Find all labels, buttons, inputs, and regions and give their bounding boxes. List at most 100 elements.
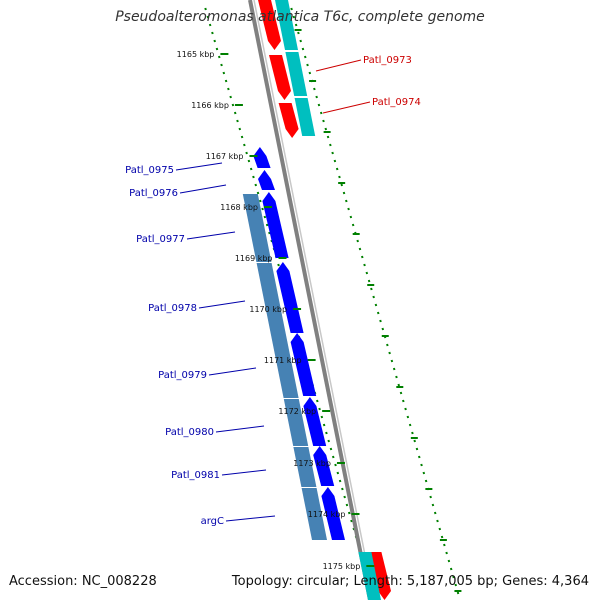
reverse-gene-label: Patl_0981 [171,470,220,481]
reverse-gene-patl-0979 [290,333,317,396]
reverse-gene-patl-0976 [258,170,275,190]
outer-scale-dot [322,119,325,123]
genome-backbone-edge [253,0,375,600]
inner-scale-dot [236,119,239,123]
reverse-gene-label: argC [201,516,224,527]
inner-scale-dot [254,183,257,187]
forward-gene-patl-0973 [269,55,291,100]
outer-scale-dot [443,543,446,547]
genome-backbone [248,0,372,600]
reverse-gene-patl-0978 [276,262,304,333]
inner-scale-dot [316,399,319,403]
inner-scale-dot [259,199,262,203]
forward-feature-0974 [294,98,316,136]
outer-scale-dot [449,567,453,571]
outer-scale-dot [456,591,460,595]
outer-scale-dot [290,7,293,11]
inner-scale-dot [347,511,351,515]
inner-scale-dot [252,175,255,179]
outer-scale-dot [342,191,346,195]
reverse-label-connector [225,515,276,522]
outer-scale-dot [429,495,432,499]
outer-scale-dot [424,479,428,483]
outer-scale-dot [294,23,298,27]
reverse-feature-0980 [283,399,309,446]
outer-scale-dot [351,223,355,227]
outer-scale-dot [422,471,426,475]
inner-scale-dot [208,23,212,27]
inner-scale-dot [229,95,232,99]
forward-label-connector [322,101,371,114]
reverse-label-connector [215,425,265,433]
outer-scale-dot [376,311,380,315]
outer-scale-dot [372,295,375,299]
outer-scale-dot [299,39,302,43]
outer-scale-dot [390,359,394,363]
reverse-gene-label: Patl_0975 [125,165,174,176]
outer-scale-dot [452,575,455,579]
outer-scale-dot [415,447,419,451]
outer-scale-dot [349,215,353,219]
outer-scale-dot [386,343,389,347]
outer-scale-dot [440,535,444,539]
outer-scale-dot [335,167,339,171]
outer-scale-dot [319,111,323,115]
inner-scale-dot [263,215,267,219]
outer-scale-dot [333,159,337,163]
scale-label: 1166 kbp [191,101,229,110]
scale-label: 1172 kbp [278,407,316,416]
outer-scale-dot [379,319,382,323]
inner-scale-dot [268,231,271,235]
outer-scale-dot [388,351,391,355]
inner-scale-dot [247,159,251,163]
reverse-gene-label: Patl_0980 [165,427,214,438]
outer-scale-dot [397,383,400,387]
inner-scale-dot [261,207,264,211]
outer-scale-dot [438,527,442,531]
inner-scale-dot [215,47,219,51]
outer-scale-dot [324,127,328,131]
outer-scale-dot [358,247,362,251]
outer-scale-dot [404,407,407,411]
inner-scale-dot [245,151,248,155]
outer-scale-dot [326,135,330,139]
inner-scale-dot [206,15,210,19]
outer-scale-dot [392,367,396,371]
outer-scale-dot [347,207,350,211]
inner-scale-dot [320,415,324,419]
reverse-feature-0978 [256,263,286,333]
reverse-gene-patl-0981 [313,446,335,486]
inner-scale-dot [350,519,353,523]
outer-scale-dot [361,255,364,259]
forward-label-connector [315,59,362,72]
outer-scale-dot [395,375,398,379]
inner-scale-dot [341,487,344,491]
inner-scale-dot [327,439,330,443]
topology-text: Topology: circular; Length: 5,187,005 bp… [231,574,589,589]
reverse-feature-0977 [242,194,272,262]
inner-scale-dot [334,463,337,467]
outer-scale-dot [329,143,332,147]
scale-label: 1168 kbp [220,203,258,212]
reverse-label-connector [198,300,246,309]
inner-scale-dot [211,31,214,35]
outer-scale-dot [402,399,405,403]
outer-scale-dot [374,303,378,307]
outer-scale-dot [340,183,343,187]
inner-scale-dot [325,431,328,435]
reverse-gene-label: Patl_0979 [158,370,207,381]
reverse-gene-patl-0980 [303,397,327,446]
outer-scale-dot [381,327,385,331]
inner-scale-dot [213,39,216,43]
forward-feature-0973 [285,52,308,96]
inner-scale-dot [277,263,280,267]
inner-scale-dot [224,79,228,83]
reverse-feature-0979 [270,333,299,398]
outer-scale-dot [356,239,359,243]
outer-scale-dot [413,439,416,443]
outer-scale-dot [399,391,403,395]
forward-gene-patl-0972 [258,0,281,50]
outer-scale-dot [345,199,348,203]
